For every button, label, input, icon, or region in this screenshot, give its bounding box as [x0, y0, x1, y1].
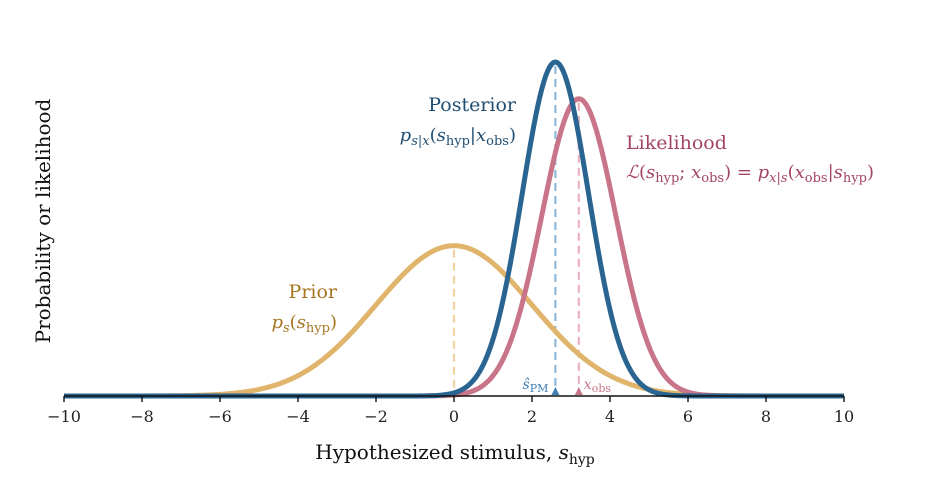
x-tick-label: 2 [527, 407, 537, 426]
posterior-label: Posterior [428, 94, 517, 116]
marker-triangle [551, 387, 560, 395]
x-tick-label: 0 [449, 407, 459, 426]
likelihood-formula: ℒ(shyp; xobs) = px|s(xobs|shyp) [626, 162, 874, 186]
x-ticks: −10 −8 −6 −4 −2 0 2 4 6 8 10 [47, 396, 854, 426]
x-tick-label: −4 [286, 407, 310, 426]
x-tick-label: −10 [47, 407, 81, 426]
x-tick-label: −8 [130, 407, 154, 426]
estimate-markers: ŝPM xobs [523, 377, 612, 395]
prior-label: Prior [289, 281, 338, 303]
observation-marker-label: xobs [584, 377, 612, 395]
y-axis-label: Probability or likelihood [31, 98, 55, 343]
x-tick-label: 10 [834, 407, 854, 426]
x-tick-label: 8 [761, 407, 771, 426]
likelihood-label: Likelihood [626, 132, 727, 154]
x-tick-label: 4 [605, 407, 615, 426]
x-axis-label: Hypothesized stimulus, shyp [315, 440, 595, 468]
prior-formula: ps(shyp) [271, 312, 337, 336]
posterior-formula: ps|x(shyp|xobs) [400, 125, 516, 149]
x-tick-label: 6 [683, 407, 693, 426]
x-tick-label: −6 [208, 407, 232, 426]
posterior-mean-marker-label: ŝPM [523, 377, 549, 395]
x-tick-label: −2 [364, 407, 388, 426]
marker-lines [452, 66, 580, 394]
marker-triangle [574, 387, 583, 395]
